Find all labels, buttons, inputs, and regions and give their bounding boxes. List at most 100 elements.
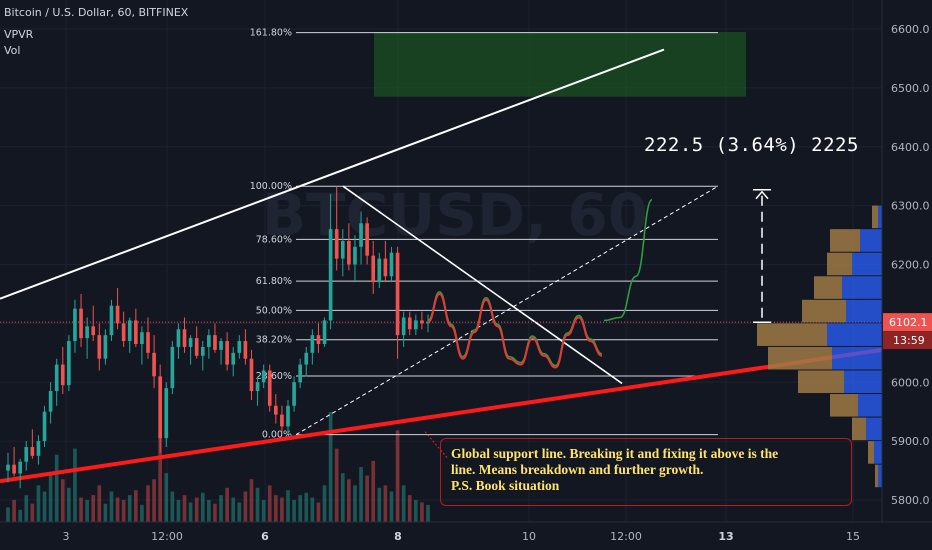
volume-bar xyxy=(164,473,169,522)
indicator-vpvr[interactable]: VPVR xyxy=(4,28,34,41)
time-tick-label: 12:00 xyxy=(151,530,183,543)
candle-body xyxy=(42,411,47,442)
price-tick-label: 6400.0 xyxy=(891,141,930,154)
descending-trend-line xyxy=(342,185,623,385)
candle-body xyxy=(340,240,345,259)
candle-body xyxy=(60,364,65,386)
vpvr-down-bar xyxy=(802,299,846,323)
price-axis: 6600.06500.06400.06300.06200.06100.06000… xyxy=(881,0,932,522)
candle-body xyxy=(414,320,418,330)
vpvr-down-bar xyxy=(875,464,878,488)
time-tick-label: 13 xyxy=(718,530,733,543)
volume-bar xyxy=(225,487,229,522)
candle-body xyxy=(280,414,284,427)
volume-bar xyxy=(347,479,351,522)
vpvr-down-bar xyxy=(868,441,874,464)
candle-body xyxy=(292,382,296,406)
volume-bar xyxy=(340,473,345,522)
candle-body xyxy=(231,352,236,365)
global-support-line xyxy=(0,347,883,484)
volume-bar xyxy=(334,448,339,522)
volume-bar xyxy=(67,487,71,522)
volume-profile xyxy=(757,205,882,488)
projection-red xyxy=(427,292,603,369)
volume-bar xyxy=(420,502,424,522)
trend-lines xyxy=(0,48,883,484)
candle-body xyxy=(6,464,10,471)
candle-body xyxy=(164,388,169,439)
volume-bar xyxy=(152,479,156,522)
volume-bar xyxy=(140,504,144,522)
vpvr-up-bar xyxy=(852,252,882,276)
volume-bar xyxy=(103,503,108,522)
vpvr-up-bar xyxy=(844,370,882,394)
fib-level-label: 0.00% xyxy=(262,430,292,441)
price-tick-label: 6000.0 xyxy=(891,376,930,389)
time-tick-label: 3 xyxy=(63,530,70,543)
volume-bar xyxy=(182,495,187,522)
candle-body xyxy=(389,252,394,277)
fib-level-label: 100.00% xyxy=(250,181,292,192)
candle-body xyxy=(30,447,35,456)
candle-body xyxy=(347,240,351,265)
chart-title: Bitcoin / U.S. Dollar, 60, BITFINEX xyxy=(4,6,189,19)
volume-bar xyxy=(261,500,266,522)
volume-bar xyxy=(383,485,388,522)
candle-body xyxy=(334,229,339,259)
vpvr-down-bar xyxy=(830,394,858,417)
price-tag-bg xyxy=(883,313,932,332)
volume-bar xyxy=(328,412,333,522)
projection-breakout xyxy=(603,198,653,322)
volume-bar xyxy=(280,497,284,522)
candle-body xyxy=(395,252,400,336)
candle-body xyxy=(152,352,156,377)
volume-bar xyxy=(267,485,272,522)
candle-body xyxy=(420,320,424,324)
candle-body xyxy=(67,341,71,386)
candle-body xyxy=(243,341,248,359)
annotation-note[interactable]: Global support line. Breaking it and fix… xyxy=(440,438,852,506)
price-tick-label: 5800.0 xyxy=(891,494,930,507)
volume-bar xyxy=(371,460,376,522)
vpvr-up-bar xyxy=(878,205,882,229)
time-tick-label: 6 xyxy=(261,530,269,543)
volume-bar xyxy=(109,491,114,522)
vpvr-down-bar xyxy=(814,276,842,299)
price-axis-bg xyxy=(882,0,932,522)
projection-path xyxy=(427,198,653,369)
indicator-vol[interactable]: Vol xyxy=(4,44,21,57)
fibonacci-retracement: 0.00% 23.60% 38.20% 50.00% 61.80% 78.60% 100.0… xyxy=(250,28,718,441)
volume-bar xyxy=(213,503,217,522)
volume-bar xyxy=(249,479,254,522)
candle-body xyxy=(365,223,369,256)
vpvr-up-bar xyxy=(866,417,882,441)
volume-bar xyxy=(219,495,223,522)
vpvr-down-bar xyxy=(757,323,827,346)
time-axis: 3 12:00 6 8 10 12:00 13 15 xyxy=(0,521,932,543)
volume-bar xyxy=(176,500,181,522)
volume-bar xyxy=(188,502,193,522)
watermark: BTCUSD, 60 xyxy=(262,181,648,249)
candle-body xyxy=(24,447,29,462)
candle-body xyxy=(170,346,175,389)
vpvr-up-bar xyxy=(874,441,882,464)
candle-body xyxy=(225,341,229,365)
candle-body xyxy=(85,326,89,339)
candle-body xyxy=(383,258,388,277)
candle-body xyxy=(158,376,162,439)
volume-bar xyxy=(79,497,83,522)
volume-bar xyxy=(322,485,327,522)
candle-body xyxy=(316,335,321,344)
volume-bar xyxy=(426,504,430,522)
volume-bar xyxy=(401,485,406,522)
candle-body xyxy=(115,305,120,324)
price-tick-label: 6200.0 xyxy=(891,259,930,272)
volume-bar xyxy=(310,497,315,522)
note-line-2: line. Means breakdown and further growth… xyxy=(451,462,704,477)
candle-body xyxy=(109,305,114,336)
candle-body xyxy=(73,308,77,342)
volume-bar xyxy=(30,503,35,522)
fib-level-label: 61.80% xyxy=(256,276,292,287)
candle-body xyxy=(12,464,16,474)
